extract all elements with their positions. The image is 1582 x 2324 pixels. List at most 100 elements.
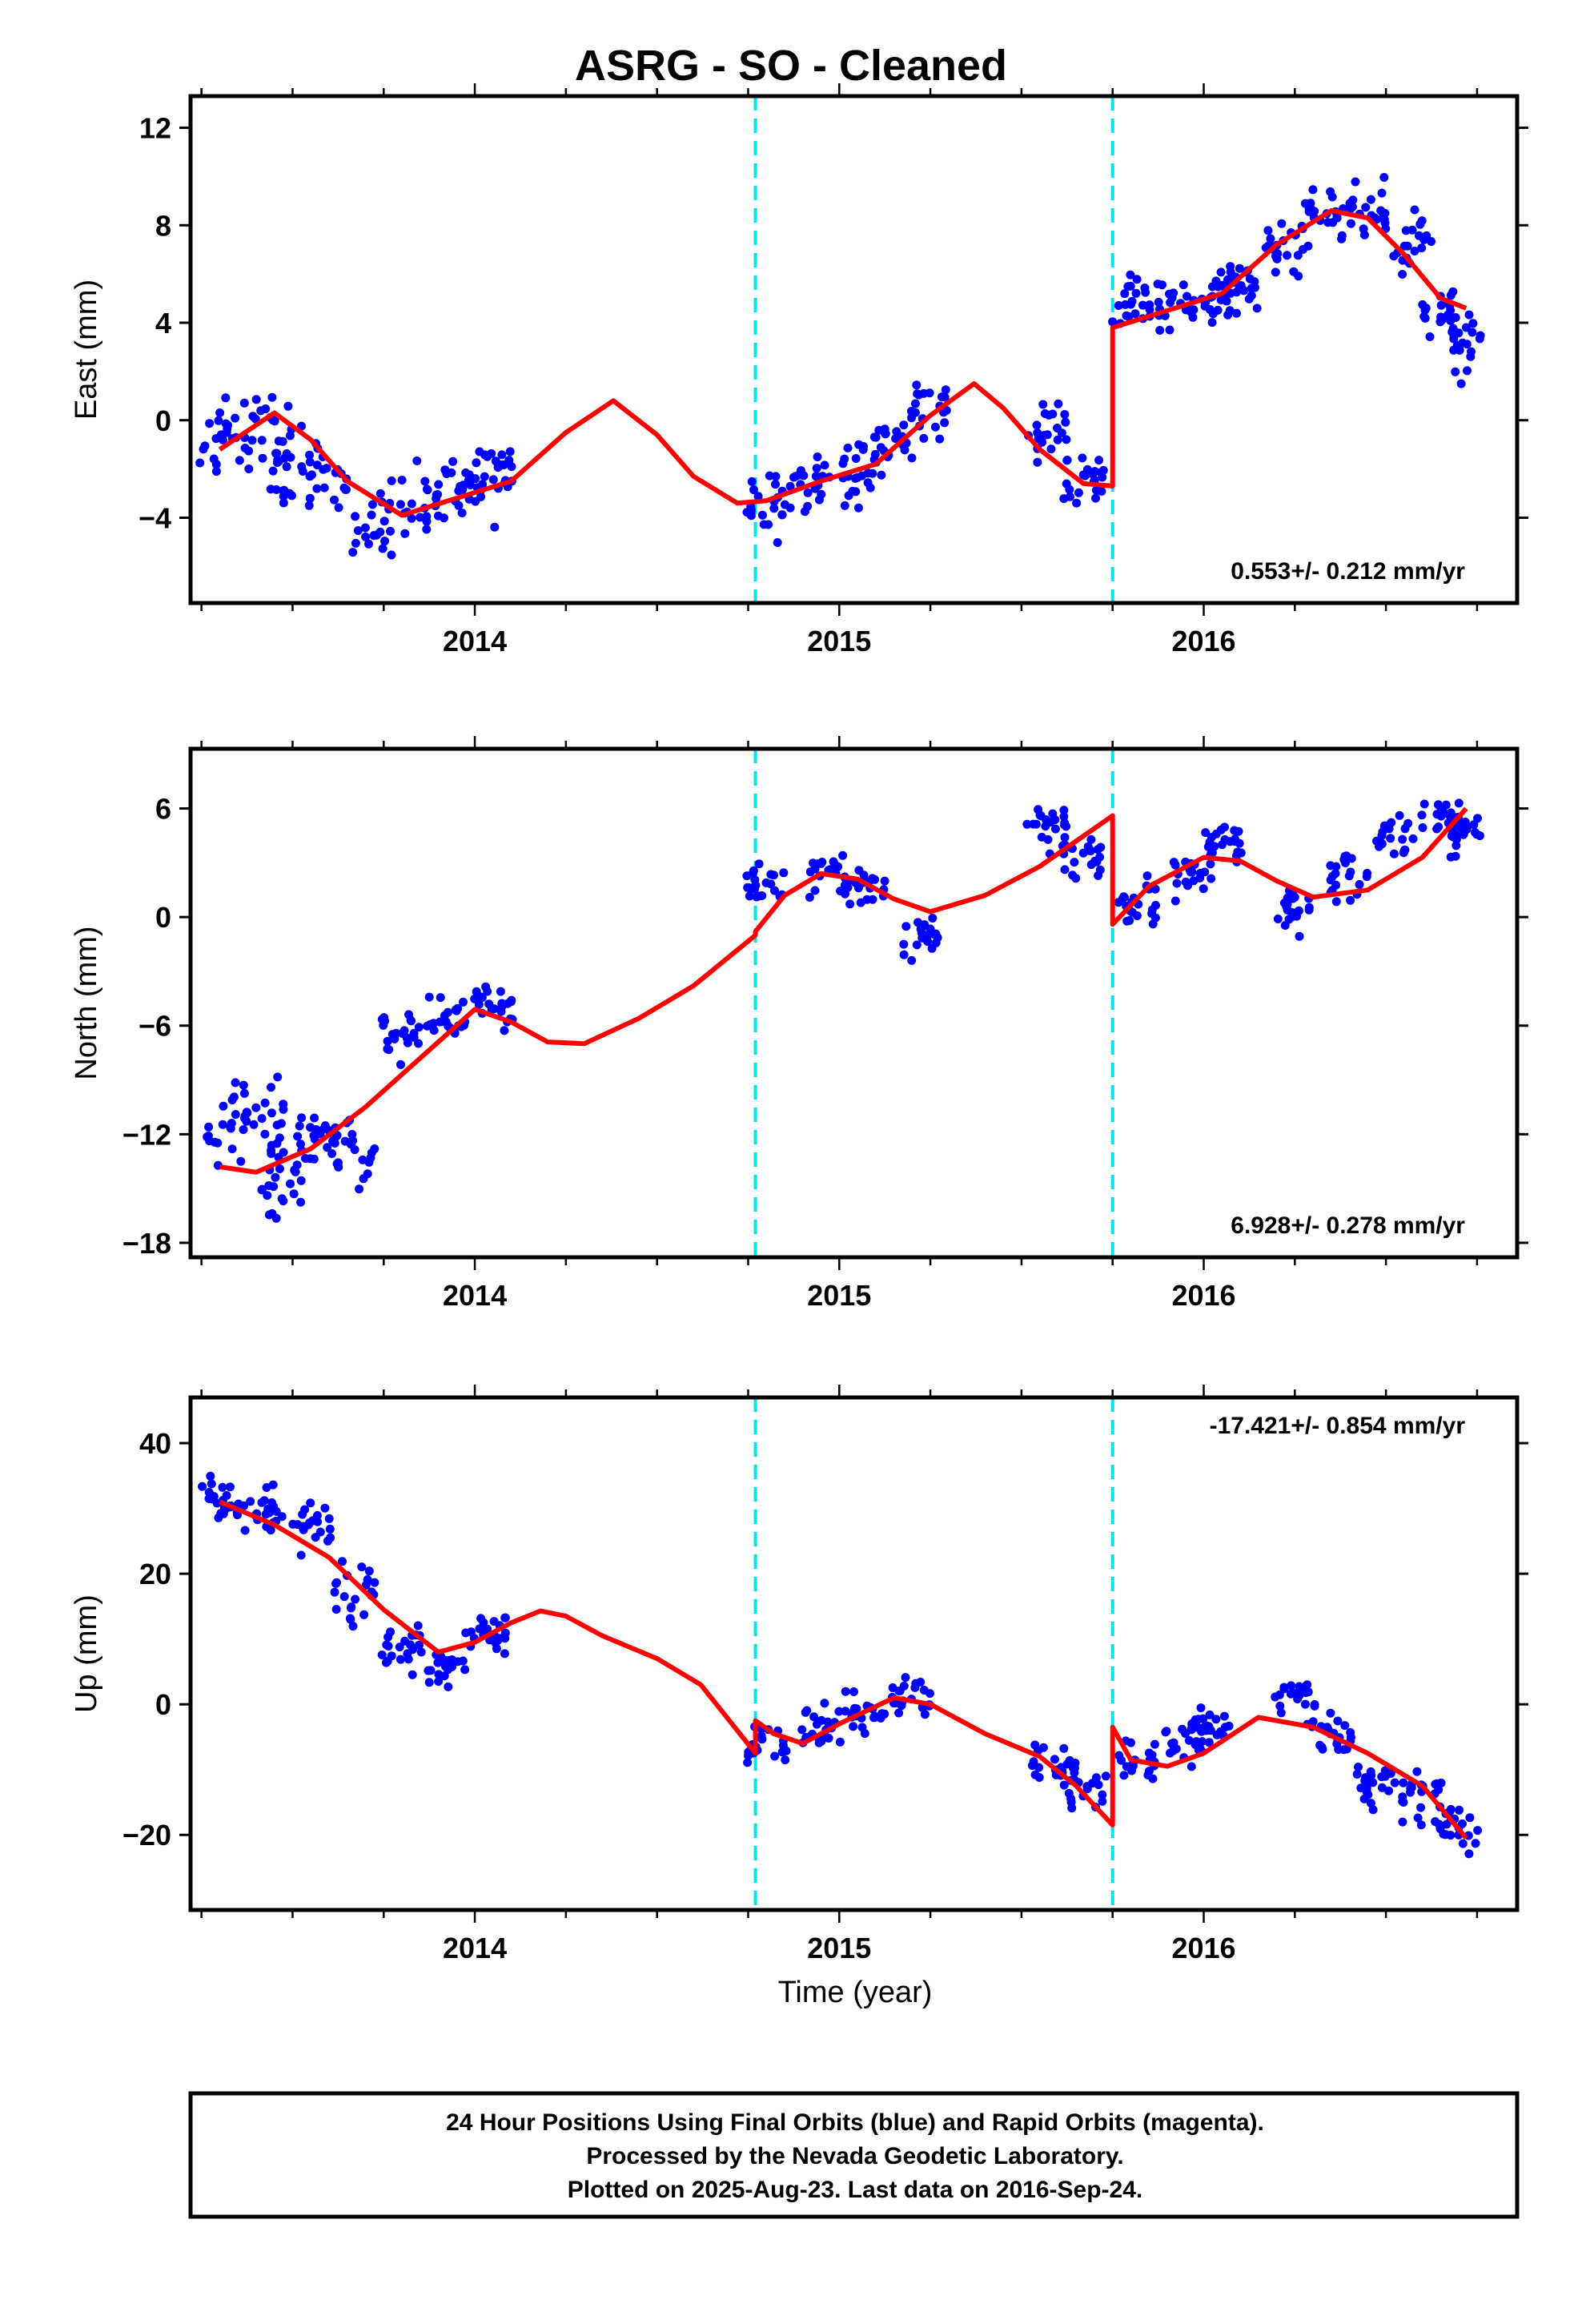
up-data-point bbox=[1279, 1684, 1289, 1694]
east-data-point bbox=[1066, 492, 1074, 501]
up-data-point bbox=[1458, 1839, 1468, 1848]
north-data-point bbox=[305, 1154, 315, 1164]
east-data-point bbox=[1232, 308, 1241, 318]
east-data-point bbox=[305, 457, 315, 467]
east-data-point bbox=[1323, 218, 1333, 227]
north-data-point bbox=[1398, 834, 1407, 844]
north-data-point bbox=[1059, 812, 1069, 822]
up-data-point bbox=[834, 1707, 844, 1716]
up-data-point bbox=[320, 1503, 330, 1513]
north-x-tick-label: 2015 bbox=[807, 1279, 871, 1312]
up-data-point bbox=[1436, 1778, 1446, 1787]
up-data-point bbox=[434, 1670, 444, 1679]
north-data-point bbox=[1378, 827, 1387, 837]
north-data-point bbox=[810, 886, 820, 895]
east-data-point bbox=[231, 413, 240, 423]
up-data-point bbox=[1398, 1792, 1407, 1802]
east-data-point bbox=[268, 466, 278, 476]
north-data-point bbox=[853, 883, 863, 893]
north-data-point bbox=[296, 1176, 306, 1185]
north-data-point bbox=[1200, 867, 1210, 877]
east-data-point bbox=[1039, 431, 1049, 440]
east-data-point bbox=[746, 505, 756, 514]
east-data-point bbox=[1475, 334, 1484, 344]
east-data-point bbox=[412, 456, 422, 465]
north-data-point bbox=[901, 922, 911, 931]
up-data-point bbox=[453, 1657, 463, 1667]
up-data-point bbox=[331, 1578, 340, 1588]
up-data-point bbox=[413, 1621, 423, 1630]
up-data-point bbox=[209, 1492, 219, 1502]
east-data-point bbox=[851, 487, 861, 497]
east-data-point bbox=[432, 490, 441, 500]
east-data-point bbox=[472, 458, 481, 468]
up-data-point bbox=[1276, 1708, 1286, 1718]
up-data-point bbox=[1067, 1803, 1077, 1813]
east-data-point bbox=[1065, 485, 1074, 494]
up-data-point bbox=[323, 1536, 332, 1546]
east-data-point bbox=[279, 453, 289, 463]
east-data-point bbox=[937, 392, 946, 402]
up-data-point bbox=[400, 1636, 410, 1646]
east-data-point bbox=[361, 532, 371, 541]
up-data-point bbox=[312, 1510, 322, 1520]
east-data-point bbox=[1236, 282, 1245, 291]
up-data-point bbox=[377, 1651, 387, 1659]
east-data-point bbox=[877, 470, 886, 480]
east-data-point bbox=[471, 474, 480, 484]
north-data-point bbox=[1189, 876, 1199, 886]
east-data-point bbox=[747, 476, 757, 486]
east-model-curve bbox=[218, 208, 1468, 518]
east-data-point bbox=[279, 498, 288, 508]
north-data-point bbox=[1326, 861, 1335, 870]
east-data-point bbox=[1348, 195, 1358, 205]
east-data-point bbox=[214, 416, 223, 425]
up-data-point bbox=[240, 1526, 250, 1535]
up-data-point bbox=[403, 1649, 412, 1659]
east-data-point bbox=[785, 503, 795, 513]
east-data-point bbox=[496, 460, 506, 469]
east-data-point bbox=[1097, 487, 1106, 496]
up-data-point bbox=[809, 1712, 819, 1722]
east-data-point bbox=[935, 434, 945, 444]
north-data-point bbox=[1147, 909, 1157, 919]
north-data-point bbox=[1172, 879, 1182, 888]
east-data-point bbox=[420, 476, 430, 486]
up-data-point bbox=[198, 1482, 207, 1491]
north-rate-text: 6.928+/- 0.278 mm/yr bbox=[1231, 1212, 1465, 1239]
up-data-point bbox=[296, 1550, 306, 1560]
east-data-point bbox=[1303, 241, 1313, 251]
east-data-point bbox=[1398, 270, 1407, 279]
east-data-point bbox=[812, 464, 821, 473]
north-data-point bbox=[277, 1194, 287, 1204]
up-data-point bbox=[781, 1755, 790, 1765]
north-data-point bbox=[400, 1026, 409, 1035]
north-y-tick-label: −6 bbox=[139, 1010, 171, 1043]
east-data-point bbox=[914, 390, 924, 400]
east-data-point bbox=[1138, 300, 1147, 310]
north-data-point bbox=[383, 1036, 392, 1046]
east-data-point bbox=[865, 483, 875, 493]
north-data-point bbox=[436, 993, 445, 1003]
north-data-point bbox=[1273, 915, 1283, 923]
north-data-point bbox=[275, 1164, 284, 1173]
up-data-point bbox=[1199, 1714, 1208, 1723]
east-data-point bbox=[378, 544, 387, 553]
north-data-point bbox=[1031, 819, 1041, 829]
north-data-point bbox=[1469, 820, 1479, 830]
east-data-point bbox=[304, 501, 314, 510]
up-data-point bbox=[797, 1725, 807, 1735]
north-data-point bbox=[1434, 822, 1443, 831]
up-y-tick-label: 0 bbox=[155, 1688, 171, 1721]
east-data-point bbox=[353, 526, 363, 535]
north-data-point bbox=[1083, 842, 1093, 851]
north-data-point bbox=[841, 883, 851, 892]
east-data-point bbox=[1078, 453, 1087, 463]
north-data-point bbox=[1395, 810, 1404, 820]
up-data-point bbox=[1315, 1740, 1325, 1750]
north-data-point bbox=[770, 886, 779, 895]
up-data-point bbox=[370, 1578, 379, 1587]
east-data-point bbox=[240, 444, 250, 452]
up-data-point bbox=[239, 1501, 249, 1510]
north-data-point bbox=[1059, 806, 1069, 815]
